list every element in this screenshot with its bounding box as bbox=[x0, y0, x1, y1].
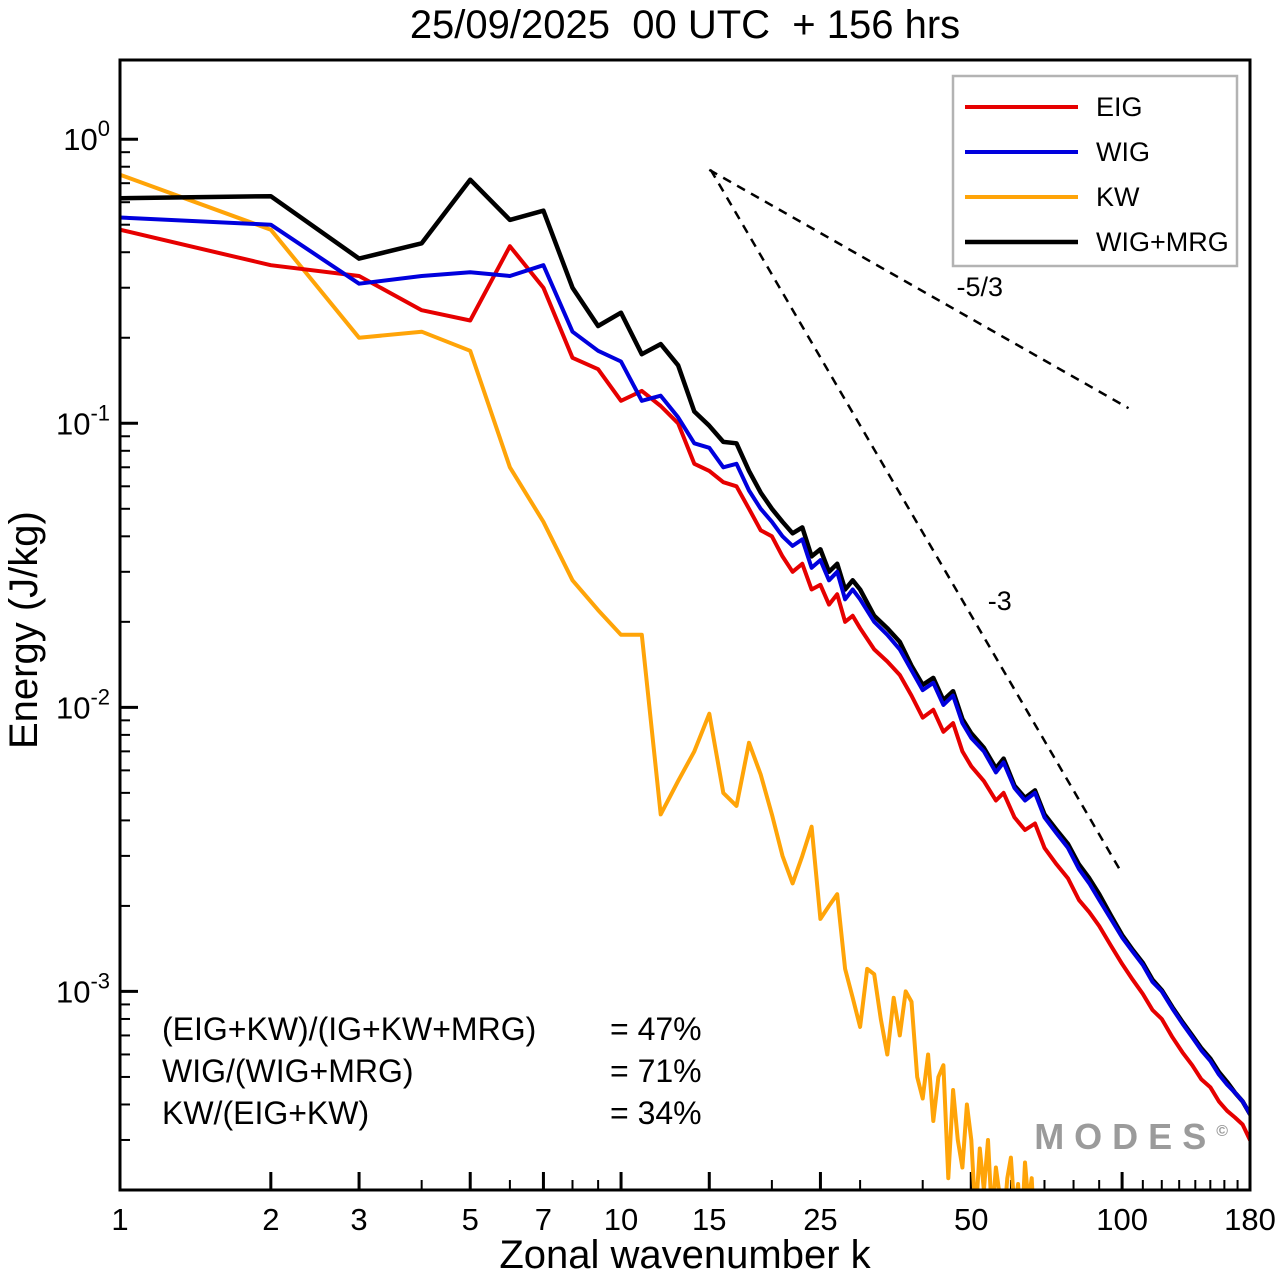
ratio-label: WIG/(WIG+MRG) bbox=[162, 1053, 414, 1089]
x-tick-label: 10 bbox=[604, 1202, 638, 1237]
legend-label-kw: KW bbox=[1096, 182, 1140, 212]
ratio-label: KW/(EIG+KW) bbox=[162, 1095, 370, 1131]
legend-label-wig-mrg: WIG+MRG bbox=[1096, 227, 1229, 257]
x-tick-label: 7 bbox=[535, 1202, 552, 1237]
series-kw bbox=[120, 172, 1035, 1190]
slope-label: -3 bbox=[988, 586, 1012, 616]
y-tick-label: 10-2 bbox=[56, 684, 110, 725]
modes-watermark: MODES© bbox=[1034, 1116, 1228, 1158]
modes-watermark-text: MODES bbox=[1034, 1116, 1217, 1157]
x-tick-label: 15 bbox=[692, 1202, 726, 1237]
y-tick-label: 10-3 bbox=[56, 968, 110, 1009]
modes-watermark-copyright: © bbox=[1216, 1123, 1228, 1140]
ratio-row-wig: WIG/(WIG+MRG) = 71% bbox=[162, 1050, 702, 1092]
x-tick-label: 3 bbox=[350, 1202, 367, 1237]
y-tick-label: 100 bbox=[63, 116, 110, 157]
x-tick-label: 100 bbox=[1096, 1202, 1148, 1237]
ratio-value: = 34% bbox=[610, 1095, 702, 1131]
y-tick-label: 10-1 bbox=[56, 400, 110, 441]
series-lines bbox=[120, 172, 1250, 1190]
legend-label-wig: WIG bbox=[1096, 137, 1150, 167]
legend: EIG WIG KW WIG+MRG bbox=[951, 74, 1239, 268]
ratio-row-kw: KW/(EIG+KW) = 34% bbox=[162, 1092, 702, 1134]
series-wig-mrg bbox=[120, 177, 1250, 1117]
legend-label-eig: EIG bbox=[1096, 92, 1143, 122]
x-tick-label: 25 bbox=[803, 1202, 837, 1237]
ratio-row-eig-kw: (EIG+KW)/(IG+KW+MRG) = 47% bbox=[162, 1008, 702, 1050]
axis-ticks: 1 2 3 5 7 10 15 25 50 100 180 100 10-1 10-2 10-3 bbox=[56, 116, 1276, 1237]
x-tick-label: 50 bbox=[954, 1202, 988, 1237]
x-tick-label: 1 bbox=[111, 1202, 128, 1237]
slope-label: -5/3 bbox=[957, 272, 1004, 302]
series-eig bbox=[120, 227, 1250, 1142]
plot-frame bbox=[118, 58, 1252, 1192]
ratio-value: = 47% bbox=[610, 1011, 702, 1047]
x-axis-label: Zonal wavenumber k bbox=[499, 1233, 871, 1277]
x-tick-label: 180 bbox=[1224, 1202, 1276, 1237]
ratio-annotations: (EIG+KW)/(IG+KW+MRG) = 47% WIG/(WIG+MRG)… bbox=[162, 1008, 702, 1134]
reference-slope-lines: -5/3 -3 bbox=[708, 168, 1130, 875]
ratio-label: (EIG+KW)/(IG+KW+MRG) bbox=[162, 1011, 537, 1047]
ratio-value: = 71% bbox=[610, 1053, 702, 1089]
series-wig bbox=[120, 215, 1250, 1117]
chart-title: 25/09/2025 00 UTC + 156 hrs bbox=[409, 3, 961, 47]
y-axis-label: Energy (J/kg) bbox=[2, 511, 46, 749]
x-tick-label: 2 bbox=[262, 1202, 279, 1237]
x-tick-label: 5 bbox=[462, 1202, 479, 1237]
